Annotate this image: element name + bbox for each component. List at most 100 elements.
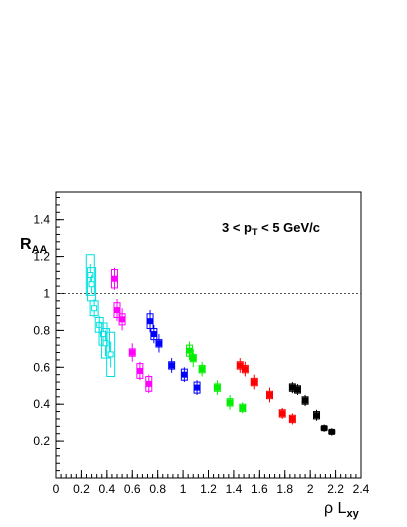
data-series [288, 382, 336, 436]
kinematic-range-sub: T [252, 227, 258, 237]
y-tick-label: 0.4 [33, 397, 50, 411]
point-marker [91, 305, 98, 312]
data-series [146, 310, 201, 395]
point-marker [289, 415, 296, 422]
data-point [101, 328, 111, 359]
x-tick-label: 2 [307, 482, 314, 496]
data-point [136, 361, 144, 381]
x-axis-title: ρ Lxy [324, 500, 360, 520]
data-point [293, 383, 301, 395]
data-series [110, 267, 153, 394]
point-marker [145, 380, 152, 387]
x-tick-label: 0.4 [98, 482, 115, 496]
point-marker [150, 331, 157, 338]
point-marker [242, 366, 249, 373]
data-point [241, 361, 249, 377]
data-point [168, 358, 176, 373]
data-point [250, 374, 258, 390]
point-marker [251, 379, 258, 386]
point-marker [328, 428, 335, 435]
kinematic-range-suffix: < 5 GeV/c [258, 220, 321, 235]
data-point [193, 380, 201, 395]
x-tick-label: 0.2 [73, 482, 90, 496]
kinematic-range-label: 3 < pT < 5 GeV/c [222, 220, 320, 237]
data-series [185, 341, 247, 414]
data-point [278, 407, 286, 419]
axes: 0 0.2 0.4 0.6 0.8 1 1.2 1.4 1.6 1.8 2 2.2 2.4 0.2 0.4 0… [33, 191, 370, 496]
point-marker [88, 281, 95, 288]
data-point [113, 299, 121, 322]
point-marker [190, 355, 197, 362]
point-marker [111, 275, 118, 282]
y-axis-title-main: R [20, 236, 32, 253]
x-tick-label: 1 [180, 482, 187, 496]
point-marker [239, 404, 246, 411]
x-tick-label: 1.8 [276, 482, 293, 496]
data-points-layer [85, 254, 336, 436]
data-point [288, 413, 296, 425]
y-axis-title: RAA [20, 236, 48, 256]
data-point [110, 267, 118, 290]
data-point [180, 367, 188, 383]
y-tick-label: 0.8 [33, 323, 50, 337]
data-point [239, 402, 247, 414]
point-marker [186, 347, 193, 354]
point-marker [214, 384, 221, 391]
data-series [85, 254, 116, 378]
data-point [320, 424, 328, 432]
x-tick-label: 2.2 [327, 482, 344, 496]
data-point [213, 380, 221, 395]
x-tick-label: 1.4 [226, 482, 243, 496]
y-axis-title-sub: AA [32, 244, 48, 256]
data-point [89, 299, 99, 318]
systematic-error-box [85, 254, 95, 296]
data-point [313, 409, 321, 421]
y-tick-label: 0.2 [33, 434, 50, 448]
data-point [118, 308, 126, 331]
x-tick-label: 0 [53, 482, 60, 496]
point-marker [102, 340, 109, 347]
data-point [146, 310, 154, 333]
point-marker [147, 318, 154, 325]
data-point [266, 387, 273, 403]
x-tick-label: 1.2 [200, 482, 217, 496]
point-marker [129, 349, 136, 356]
x-tick-label: 2.4 [353, 482, 370, 496]
point-marker [266, 391, 273, 398]
point-marker [279, 410, 286, 417]
point-marker [119, 316, 126, 323]
y-tick-label: 0.6 [33, 360, 50, 374]
systematic-error-box [106, 331, 116, 378]
data-point [128, 343, 136, 362]
data-point [106, 331, 116, 378]
x-tick-label: 0.8 [149, 482, 166, 496]
point-marker [227, 399, 234, 406]
data-point [328, 428, 336, 436]
point-marker [313, 412, 320, 419]
point-marker [294, 386, 301, 393]
point-marker [168, 362, 175, 369]
point-marker [302, 397, 309, 404]
point-marker [181, 371, 188, 378]
y-tick-label: 1.2 [33, 250, 50, 264]
data-point [155, 334, 163, 353]
x-tick-label: 0.6 [124, 482, 141, 496]
systematic-error-box [101, 328, 111, 359]
data-series [236, 358, 296, 425]
kinematic-range-prefix: 3 < p [222, 220, 252, 235]
point-marker [107, 351, 114, 358]
point-marker [114, 307, 120, 314]
point-marker [136, 367, 143, 374]
data-point [198, 361, 206, 377]
point-marker [321, 425, 328, 432]
data-point [150, 324, 158, 344]
point-marker [199, 366, 206, 373]
data-point [189, 348, 197, 368]
y-tick-label: 1.4 [33, 213, 50, 227]
y-tick-label: 1 [43, 286, 50, 300]
point-marker [194, 384, 201, 391]
x-axis-title-sub: xy [346, 508, 359, 520]
x-axis-title-main: ρ L [324, 500, 347, 517]
x-tick-label: 1.6 [251, 482, 268, 496]
